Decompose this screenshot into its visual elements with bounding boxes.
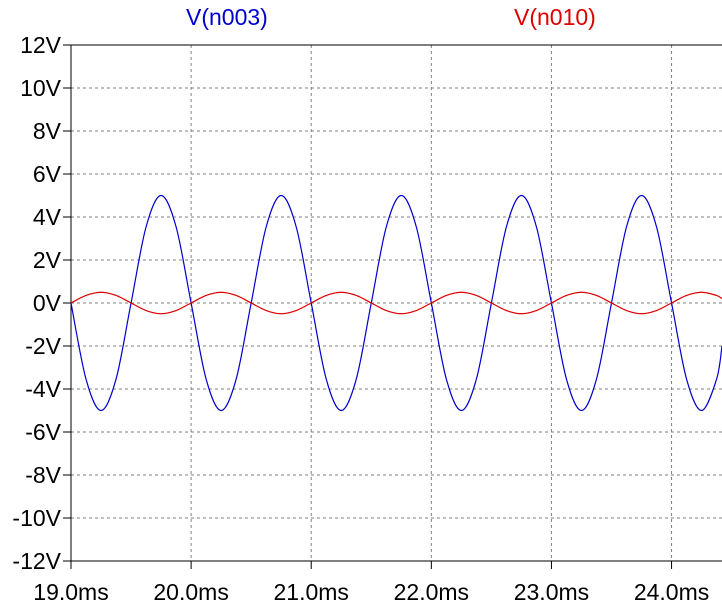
- x-tick-label: 24.0ms: [634, 579, 709, 605]
- y-tick-label: -12V: [12, 548, 61, 574]
- x-tick-label: 22.0ms: [394, 579, 469, 605]
- series-line-2: [70, 291, 722, 315]
- y-tick-label: -6V: [25, 419, 61, 445]
- legend-series-2: V(n010): [514, 4, 596, 30]
- y-tick-label: -2V: [25, 333, 61, 359]
- x-tick-label: 21.0ms: [274, 579, 349, 605]
- y-tick-label: 8V: [33, 118, 62, 144]
- legend-series-1: V(n003): [186, 4, 268, 30]
- grid-lines: [70, 44, 722, 562]
- y-tick-label: 0V: [33, 290, 62, 316]
- x-tick-label: 20.0ms: [153, 579, 228, 605]
- y-tick-label: 6V: [33, 161, 62, 187]
- y-tick-label: 4V: [33, 204, 62, 230]
- tick-marks: [63, 44, 673, 569]
- x-tick-label: 19.0ms: [33, 579, 108, 605]
- y-tick-label: -8V: [25, 462, 61, 488]
- y-tick-label: 2V: [33, 247, 62, 273]
- series-line-1: [70, 194, 722, 412]
- y-tick-label: 10V: [20, 75, 62, 101]
- y-tick-label: 12V: [20, 32, 62, 58]
- series-layer: [70, 194, 722, 412]
- x-tick-label: 23.0ms: [514, 579, 589, 605]
- y-tick-label: -10V: [12, 505, 61, 531]
- tick-labels: 12V 10V 8V 6V 4V 2V 0V -2V -4V -6V -8V -10V -12V 19.0…: [12, 32, 709, 605]
- y-tick-label: -4V: [25, 376, 61, 402]
